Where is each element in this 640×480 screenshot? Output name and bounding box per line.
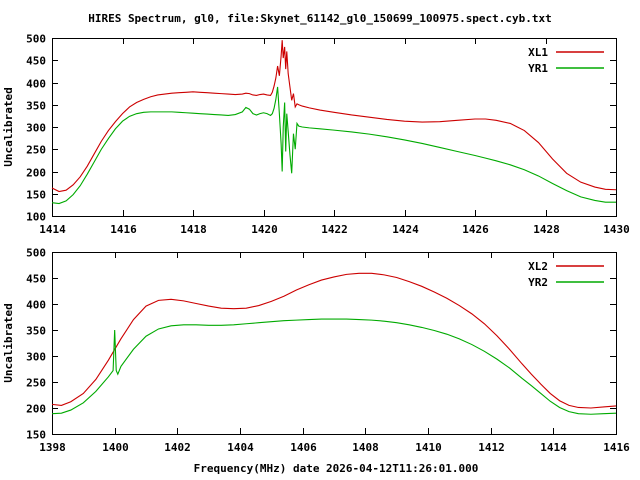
legend-label-xl2: XL2 bbox=[528, 260, 548, 273]
x-tick-label: 1398 bbox=[39, 441, 66, 454]
x-tick-label: 1406 bbox=[290, 441, 317, 454]
x-tick-label: 1404 bbox=[227, 441, 254, 454]
y-tick-label: 500 bbox=[26, 247, 46, 260]
y-tick-label: 350 bbox=[26, 100, 46, 113]
y-axis-label: Uncalibrated bbox=[2, 303, 15, 382]
x-tick-label: 1414 bbox=[39, 223, 66, 236]
x-tick-label: 1414 bbox=[540, 441, 567, 454]
top-panel: 1414 1416 1418 1420 1422 1424 1426 1428 1430 100 1… bbox=[2, 33, 630, 237]
x-tick-label: 1416 bbox=[603, 441, 630, 454]
y-tick-label: 450 bbox=[26, 55, 46, 68]
x-tick-label: 1422 bbox=[321, 223, 348, 236]
y-tick-label: 400 bbox=[26, 78, 46, 91]
y-tick-label: 350 bbox=[26, 325, 46, 338]
y-tick-label: 500 bbox=[26, 33, 46, 46]
x-tick-label: 1430 bbox=[603, 223, 630, 236]
y-tick-label: 100 bbox=[26, 211, 46, 224]
x-tick-label: 1412 bbox=[478, 441, 505, 454]
legend-label-yr1: YR1 bbox=[528, 62, 548, 75]
y-tick-label: 300 bbox=[26, 122, 46, 135]
series-line-yr2 bbox=[51, 318, 617, 415]
y-tick-label: 150 bbox=[26, 189, 46, 202]
series-line-xl2 bbox=[51, 272, 617, 409]
y-tick-label: 250 bbox=[26, 144, 46, 157]
x-tick-label: 1418 bbox=[180, 223, 207, 236]
x-tick-label: 1420 bbox=[251, 223, 278, 236]
x-tick-label: 1410 bbox=[415, 441, 442, 454]
series-line-xl1 bbox=[51, 40, 617, 193]
x-axis-label: Frequency(MHz) date 2026-04-12T11:26:01.… bbox=[194, 462, 479, 475]
x-tick-label: 1400 bbox=[102, 441, 129, 454]
y-tick-label: 200 bbox=[26, 403, 46, 416]
legend-label-yr2: YR2 bbox=[528, 276, 548, 289]
y-tick-label: 150 bbox=[26, 429, 46, 442]
y-tick-label: 400 bbox=[26, 299, 46, 312]
x-tick-label: 1402 bbox=[164, 441, 191, 454]
figure-title: HIRES Spectrum, gl0, file:Skynet_61142_g… bbox=[88, 12, 552, 25]
x-tick-label: 1416 bbox=[110, 223, 137, 236]
y-tick-label: 250 bbox=[26, 377, 46, 390]
y-tick-label: 200 bbox=[26, 167, 46, 180]
x-tick-label: 1426 bbox=[462, 223, 489, 236]
bottom-panel: 1398 1400 1402 1404 1406 1408 1410 1412 1414 1416… bbox=[2, 247, 630, 455]
y-tick-label: 450 bbox=[26, 273, 46, 286]
y-axis-label: Uncalibrated bbox=[2, 87, 15, 166]
series-line-yr1 bbox=[51, 86, 616, 205]
legend-label-xl1: XL1 bbox=[528, 46, 548, 59]
x-tick-label: 1428 bbox=[533, 223, 560, 236]
x-tick-label: 1424 bbox=[392, 223, 419, 236]
x-tick-label: 1408 bbox=[352, 441, 379, 454]
y-tick-label: 300 bbox=[26, 351, 46, 364]
